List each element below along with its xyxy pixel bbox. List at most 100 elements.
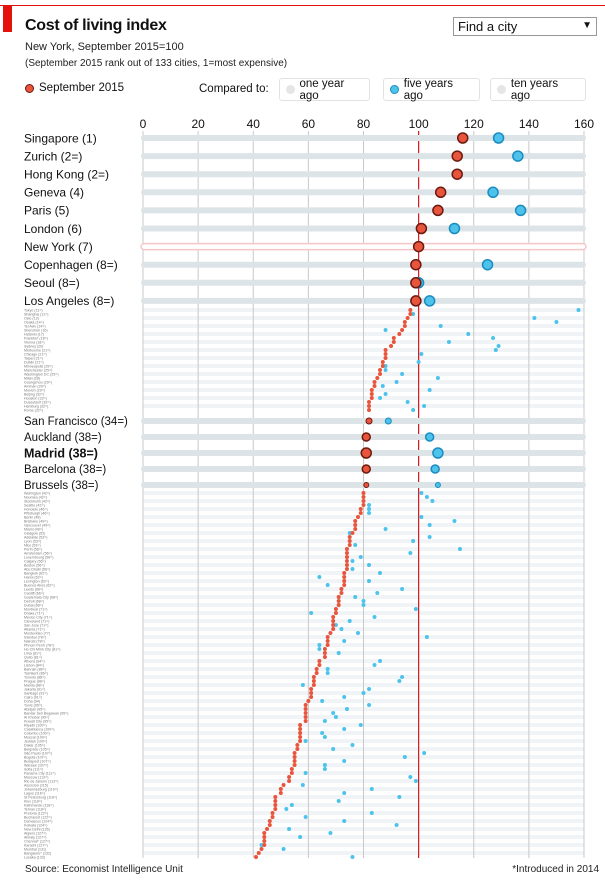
city-label: Munich (29=) (24, 388, 45, 392)
compare-one-year-button[interactable]: one year ago (279, 78, 370, 102)
legend-current: September 2015 (25, 82, 124, 94)
sep-2015-point (434, 186, 447, 199)
city-label: Lagos (116=) (24, 791, 45, 795)
sep-2015-point (369, 396, 374, 400)
city-label: Buenos Aires (62=) (24, 583, 55, 587)
sep-2015-point (408, 308, 413, 312)
five-years-ago-point (336, 651, 341, 655)
city-label: Tel Aviv (14=) (24, 324, 46, 328)
city-label: Luxembourg (56=) (24, 555, 53, 559)
sep-2015-point (344, 559, 349, 563)
five-years-ago-point (344, 707, 349, 711)
sep-2015-point (456, 132, 469, 144)
city-label: Stockholm (42=) (24, 499, 50, 503)
five-years-ago-point (339, 627, 344, 631)
city-label: Brisbane (49=) (24, 519, 48, 523)
find-city-label: Find a city (458, 19, 518, 34)
sep-2015-point (314, 667, 319, 671)
sep-2015-point (311, 679, 316, 683)
city-label: Quito (81=) (24, 655, 42, 659)
city-label: Dusseldorf (32=) (24, 400, 51, 404)
compared-to-label: Compared to: (199, 83, 269, 95)
city-label: Nouméa (42=) (24, 495, 47, 499)
city-label: Karachi (127=) (24, 843, 48, 847)
sep-2015-point (311, 675, 316, 679)
city-label: Bangalore* (132) (24, 851, 51, 855)
five-years-ago-point (408, 551, 413, 555)
city-label: Algiers (127=) (24, 831, 46, 835)
city-label: Boston (56=) (24, 563, 45, 567)
sep-2015-point (306, 699, 311, 703)
five-years-ago-point (303, 771, 308, 775)
brand-block (3, 5, 12, 32)
city-label: Bandar Seri Begawan (95=) (24, 711, 68, 715)
sep-2015-point (303, 703, 308, 707)
sep-2015-point (375, 376, 380, 380)
five-years-ago-point (532, 316, 537, 320)
sep-2015-point (397, 332, 402, 336)
find-city-dropdown[interactable]: Find a city ▼ (453, 17, 597, 36)
x-tick-label: 140 (519, 117, 539, 131)
five-years-ago-point (342, 819, 347, 823)
city-label: Tokyo (11=) (24, 308, 43, 312)
sep-2015-point (311, 683, 316, 687)
sep-2015-point (339, 591, 344, 595)
five-years-ago-point (452, 519, 457, 523)
sep-2015-point (383, 348, 388, 352)
sep-2015-point (361, 491, 366, 495)
five-years-ago-point (350, 855, 355, 859)
five-years-ago-point (383, 328, 388, 332)
compare-ten-years-button[interactable]: ten years ago (490, 78, 586, 102)
five-years-ago-point (481, 258, 494, 271)
five-years-ago-point (438, 324, 443, 328)
sep-2015-point (331, 619, 336, 623)
city-label: Nice (53=) (24, 543, 41, 547)
five-years-ago-point (424, 432, 435, 442)
five-years-ago-point (367, 503, 372, 507)
five-years-ago-point (361, 603, 366, 607)
five-years-ago-point (427, 523, 432, 527)
five-years-ago-point (317, 575, 322, 579)
five-years-ago-point (333, 623, 338, 627)
city-label: Cairo (91=) (24, 695, 42, 699)
sep-2015-point (344, 563, 349, 567)
sep-2015-point (350, 531, 355, 535)
five-years-ago-point (576, 308, 581, 312)
city-label: Tunis (95=) (24, 703, 42, 707)
sep-2015-point (367, 408, 372, 412)
sep-2015-point (360, 447, 373, 459)
city-label: Mexico City (71=) (24, 615, 52, 619)
sep-2015-point (292, 759, 297, 763)
city-label: Sydney (20) (24, 344, 43, 348)
sep-2015-point (309, 691, 314, 695)
sep-2015-point (267, 823, 272, 827)
sep-2015-point (278, 791, 283, 795)
compare-five-years-button[interactable]: five years ago (383, 77, 480, 102)
sep-2015-point (353, 527, 358, 531)
row-bar (141, 279, 586, 286)
sep-2015-point (298, 723, 303, 727)
city-label: São Paulo (107=) (24, 751, 52, 755)
sep-2015-point (322, 651, 327, 655)
sep-2015-point (402, 320, 407, 324)
city-label: Adelaide (53=) (24, 535, 47, 539)
city-label: Minneapolis (25=) (24, 364, 53, 368)
row-bar (141, 297, 586, 304)
city-label: Leeds (66=) (24, 587, 43, 591)
five-years-ago-point (432, 447, 444, 459)
row-bar (141, 207, 586, 214)
city-label: Abidjan (95=) (24, 707, 45, 711)
compare-label: five years ago (403, 77, 453, 102)
city-label: Houston (32=) (24, 396, 47, 400)
five-years-ago-point (375, 591, 380, 595)
sep-2015-point (391, 336, 396, 340)
city-label: Barcelona (38=) (24, 464, 106, 476)
row-bar (141, 225, 586, 232)
sep-2015-point (342, 583, 347, 587)
sep-2015-point (361, 495, 366, 499)
five-years-ago-point (367, 703, 372, 707)
sep-2015-point (353, 523, 358, 527)
sep-2015-point (331, 627, 336, 631)
city-label: Paris (5) (24, 204, 69, 218)
city-label: Al Khobar (95=) (24, 715, 49, 719)
